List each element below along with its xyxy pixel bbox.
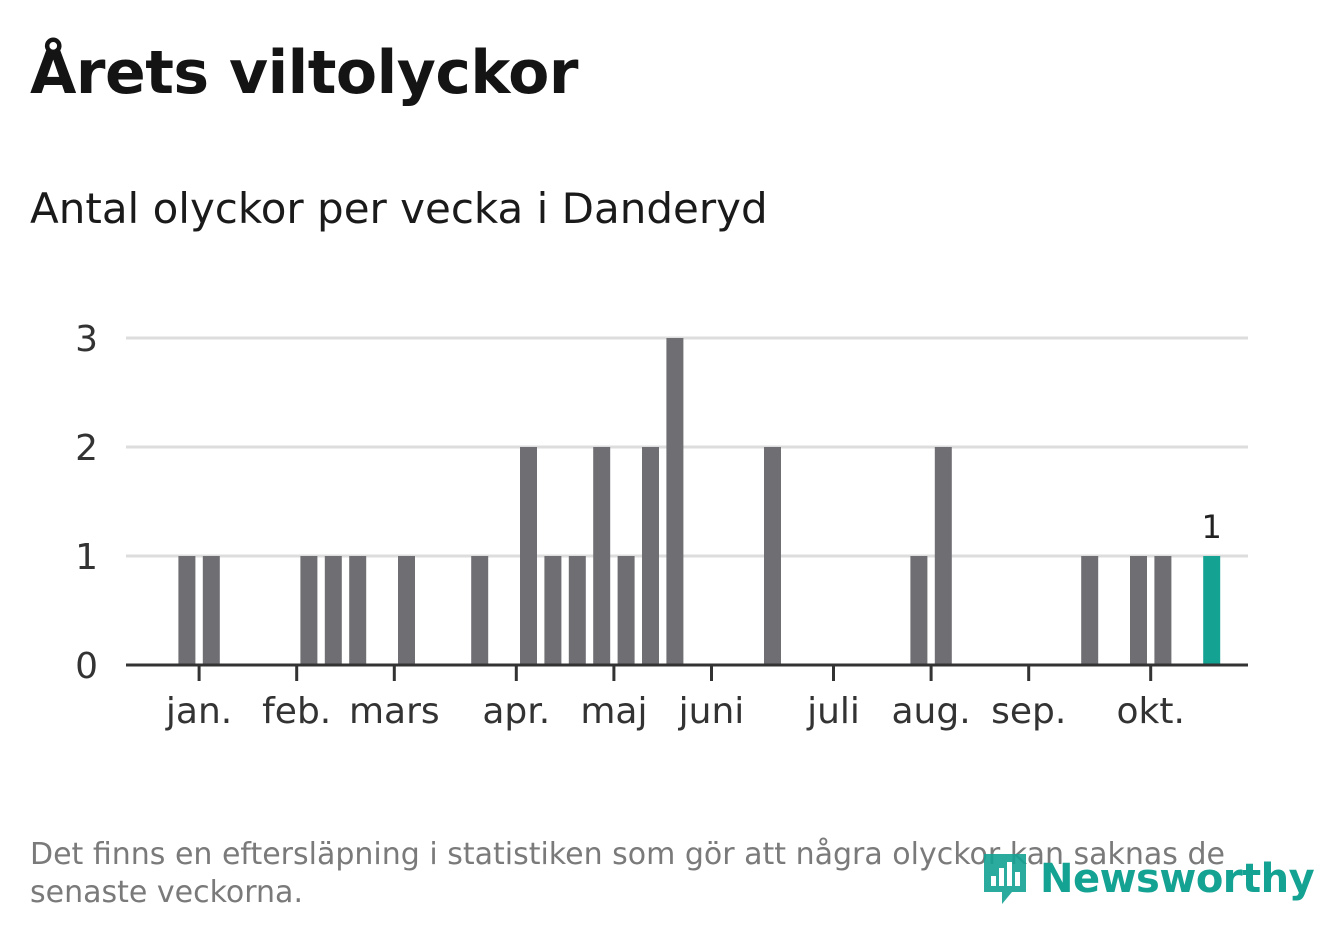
bar <box>1130 556 1147 665</box>
bar <box>178 556 196 665</box>
y-tick-label: 2 <box>75 428 98 469</box>
bar-current-week <box>1203 556 1221 665</box>
brand-name: Newsworthy <box>1040 856 1315 902</box>
x-tick-label: sep. <box>991 691 1066 732</box>
y-tick-label: 3 <box>75 319 98 360</box>
x-tick-label: jan. <box>165 691 232 732</box>
bar <box>544 556 562 665</box>
chart-title: Årets viltolyckor <box>30 38 579 108</box>
bar <box>934 447 952 665</box>
y-tick-label: 1 <box>75 537 98 578</box>
x-tick-label: juni <box>678 691 745 732</box>
x-axis: jan. feb. mars apr. maj juni juli aug. sep. okt. <box>165 665 1185 732</box>
chart-bubble-icon <box>984 854 1026 904</box>
gridlines <box>126 336 1248 558</box>
bar <box>617 556 635 665</box>
bar <box>202 556 220 665</box>
bar <box>471 556 489 665</box>
x-tick-label: juli <box>806 691 860 732</box>
bar <box>910 556 928 665</box>
x-tick-label: maj <box>580 691 647 732</box>
bar <box>349 556 367 665</box>
bar <box>398 556 415 665</box>
y-axis: 0 1 2 3 <box>75 319 98 687</box>
x-tick-label: aug. <box>892 691 971 732</box>
x-tick-label: mars <box>349 691 440 732</box>
bar <box>1154 556 1172 665</box>
x-tick-label: feb. <box>262 691 331 732</box>
x-tick-label: okt. <box>1116 691 1184 732</box>
data-label-current-week: 1 <box>1202 508 1222 546</box>
bar <box>568 556 586 665</box>
bar <box>324 556 342 665</box>
bar <box>642 447 659 665</box>
bar <box>764 447 781 665</box>
bar <box>1081 556 1099 665</box>
x-tick-label: apr. <box>482 691 550 732</box>
bar <box>666 338 684 665</box>
newsworthy-logo: Newsworthy <box>980 848 1315 910</box>
chart-subtitle: Antal olyckor per vecka i Danderyd <box>30 184 768 233</box>
data-labels: 1 <box>1202 508 1222 546</box>
bar-chart: 0 1 2 3 jan. feb. mars apr. maj juni juli aug. sep.… <box>75 319 1248 732</box>
bar <box>520 447 537 665</box>
bar <box>300 556 318 665</box>
bar <box>593 447 611 665</box>
bars <box>178 338 1221 665</box>
y-tick-label: 0 <box>75 646 98 687</box>
